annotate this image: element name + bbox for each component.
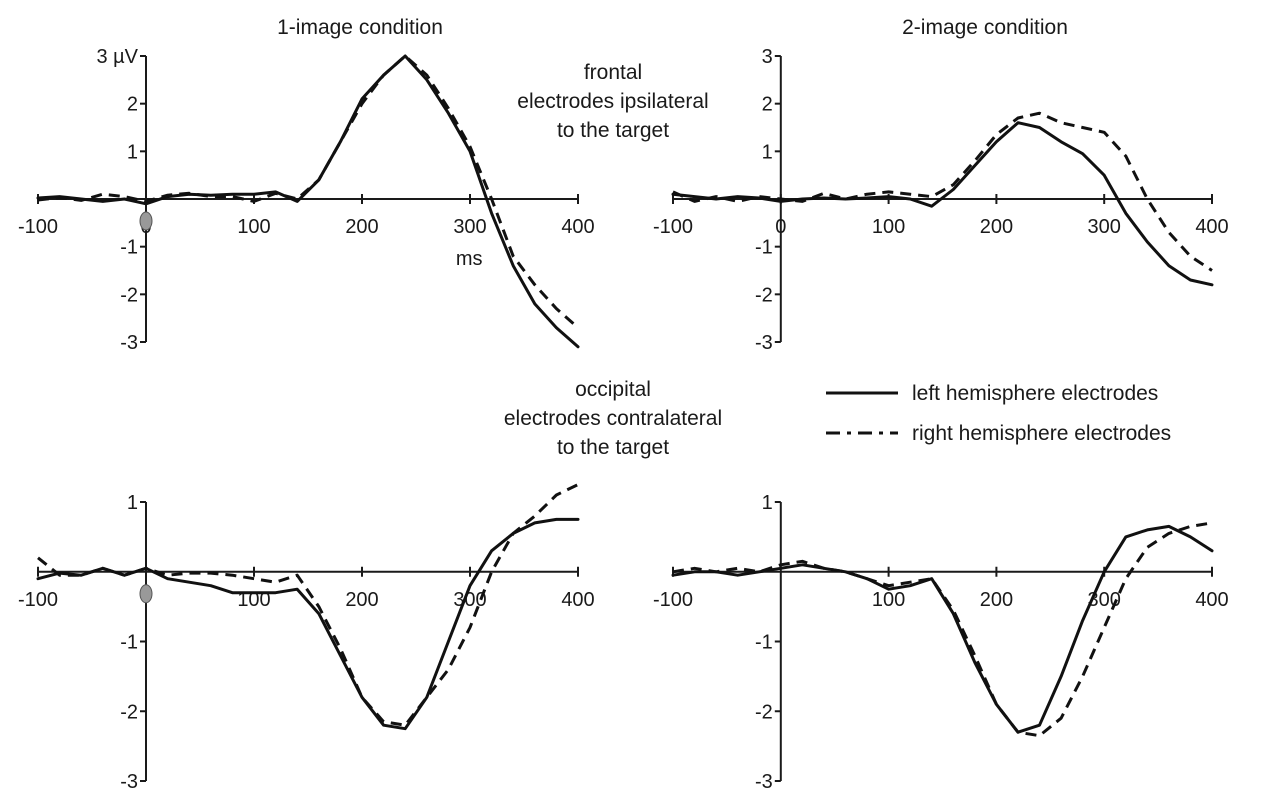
series-left-hemisphere (36, 517, 580, 731)
row-label-frontal-line-3: to the target (557, 119, 669, 142)
y-tick-label: -2 (755, 284, 773, 306)
row-label-frontal-line-1: frontal (584, 61, 642, 84)
x-tick-label: 100 (237, 589, 270, 611)
x-tick-label: -100 (653, 589, 693, 611)
y-tick-label: 3 (762, 46, 773, 68)
x-tick-label: 100 (872, 216, 905, 238)
y-tick-label: -3 (120, 332, 138, 354)
y-tick-label: -3 (755, 771, 773, 792)
series-left-hemisphere (36, 54, 580, 349)
x-tick-label: 0 (775, 216, 786, 238)
row-label-frontal-line-2: electrodes ipsilateral (517, 90, 708, 113)
x-tick-label: 400 (561, 589, 594, 611)
x-tick-label: -100 (653, 216, 693, 238)
x-tick-label: 100 (872, 589, 905, 611)
y-tick-label: -3 (755, 332, 773, 354)
x-unit-label: ms (456, 248, 483, 270)
y-tick-label: -1 (120, 632, 138, 654)
x-tick-label: 400 (561, 216, 594, 238)
y-tick-label: 1 (127, 141, 138, 163)
y-tick-label: 2 (762, 94, 773, 116)
series-right-hemisphere (37, 54, 579, 329)
x-tick-label: 200 (345, 589, 378, 611)
y-tick-label: -2 (120, 701, 138, 723)
stimulus-onset-marker (139, 211, 153, 231)
series-left-hemisphere (671, 524, 1214, 734)
x-tick-label: -100 (18, 216, 58, 238)
x-tick-label: 200 (345, 216, 378, 238)
x-tick-label: 300 (453, 216, 486, 238)
y-tick-label: -1 (755, 632, 773, 654)
x-tick-label: 200 (980, 216, 1013, 238)
y-tick-label: 3 µV (96, 46, 138, 68)
panel-title-1-image: 1-image condition (277, 16, 443, 39)
y-tick-label: -2 (755, 701, 773, 723)
row-label-occipital-line-1: occipital (575, 378, 651, 401)
series-left-hemisphere (671, 121, 1214, 287)
legend-dashed-label: right hemisphere electrodes (912, 422, 1171, 445)
y-tick-label: -1 (755, 237, 773, 259)
x-tick-label: 400 (1195, 216, 1228, 238)
y-tick-label: -2 (120, 284, 138, 306)
x-tick-label: 200 (980, 589, 1013, 611)
series-right-hemisphere (672, 111, 1213, 272)
y-tick-label: 1 (127, 492, 138, 514)
legend-solid-label: left hemisphere electrodes (912, 382, 1158, 405)
x-tick-label: -100 (18, 589, 58, 611)
series-right-hemisphere (37, 483, 579, 727)
row-label-occipital: occipital electrodes contralateral to th… (504, 378, 722, 459)
y-tick-label: 2 (127, 94, 138, 116)
x-tick-label: 100 (237, 216, 270, 238)
y-tick-label: -3 (120, 771, 138, 792)
legend: left hemisphere electrodes right hemisph… (826, 382, 1171, 445)
panel-title-2-image: 2-image condition (902, 16, 1068, 39)
stimulus-onset-marker (139, 584, 153, 604)
x-tick-label: 400 (1195, 589, 1228, 611)
row-label-occipital-line-2: electrodes contralateral (504, 407, 722, 430)
series-right-hemisphere (672, 521, 1213, 738)
y-tick-label: 1 (762, 492, 773, 514)
row-label-occipital-line-3: to the target (557, 436, 669, 459)
x-tick-label: 300 (1088, 216, 1121, 238)
row-label-frontal: frontal electrodes ipsilateral to the ta… (517, 61, 708, 142)
panel-frontal-2-image: 2-image condition -100 0 100 200 300 400 3 2 1 -1… (653, 16, 1229, 354)
y-tick-label: 1 (762, 141, 773, 163)
y-tick-label: -1 (120, 237, 138, 259)
